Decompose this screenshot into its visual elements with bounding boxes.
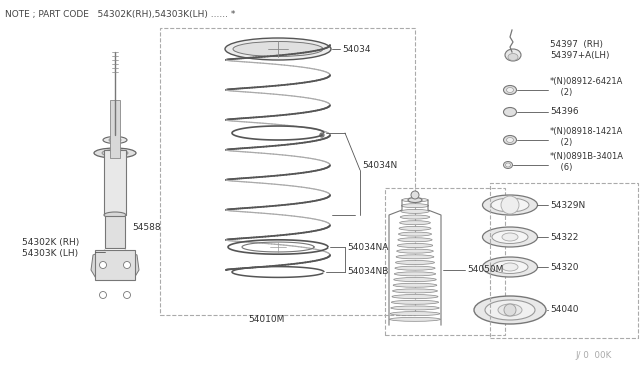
Circle shape (124, 262, 131, 269)
Ellipse shape (483, 257, 538, 277)
Ellipse shape (392, 289, 438, 293)
Text: 54322: 54322 (550, 232, 579, 241)
Text: 54050M: 54050M (467, 266, 504, 275)
Ellipse shape (396, 255, 434, 259)
Ellipse shape (395, 266, 435, 270)
Text: 54010M: 54010M (248, 315, 284, 324)
Text: 54302K (RH)
54303K (LH): 54302K (RH) 54303K (LH) (22, 238, 79, 258)
Bar (160, 28, 415, 315)
Ellipse shape (109, 138, 121, 142)
Ellipse shape (103, 137, 127, 144)
Ellipse shape (401, 209, 429, 214)
Ellipse shape (102, 150, 128, 157)
Text: 54034NA: 54034NA (347, 243, 388, 251)
Text: 54040: 54040 (550, 305, 579, 314)
Ellipse shape (492, 231, 528, 244)
Text: *(N)0891B-3401A
    (6): *(N)0891B-3401A (6) (550, 152, 624, 172)
Circle shape (501, 196, 519, 214)
Circle shape (411, 191, 419, 199)
Ellipse shape (94, 148, 136, 158)
Ellipse shape (474, 296, 546, 324)
Ellipse shape (491, 198, 529, 212)
Ellipse shape (391, 306, 439, 310)
Ellipse shape (498, 304, 522, 316)
Ellipse shape (399, 227, 431, 230)
Circle shape (124, 292, 131, 298)
Text: *(N)08918-1421A
    (2): *(N)08918-1421A (2) (550, 127, 623, 147)
Ellipse shape (508, 54, 518, 61)
Bar (110, 100, 120, 158)
Ellipse shape (485, 300, 535, 320)
Text: NOTE ; PART CODE   54302K(RH),54303K(LH) ...... *: NOTE ; PART CODE 54302K(RH),54303K(LH) .… (5, 10, 236, 19)
Text: 54397  (RH)
54397+A(LH): 54397 (RH) 54397+A(LH) (550, 40, 609, 60)
Text: 54329N: 54329N (550, 201, 585, 209)
Ellipse shape (225, 38, 331, 60)
Circle shape (99, 292, 106, 298)
Bar (490, 183, 638, 338)
Ellipse shape (400, 215, 430, 219)
Text: J/ 0  00K: J/ 0 00K (575, 352, 611, 360)
Ellipse shape (399, 232, 431, 236)
Ellipse shape (502, 233, 518, 241)
Ellipse shape (506, 87, 513, 93)
Ellipse shape (394, 272, 436, 276)
Ellipse shape (393, 283, 437, 287)
Ellipse shape (408, 198, 422, 202)
Text: 54588: 54588 (132, 224, 161, 232)
Ellipse shape (506, 163, 511, 167)
Ellipse shape (390, 312, 440, 315)
Ellipse shape (401, 204, 429, 208)
Ellipse shape (504, 135, 516, 144)
Bar (385, 188, 505, 335)
Ellipse shape (396, 260, 435, 264)
Ellipse shape (483, 227, 538, 247)
Circle shape (504, 304, 516, 316)
Ellipse shape (394, 278, 436, 282)
Text: 54396: 54396 (550, 108, 579, 116)
Text: 54034: 54034 (342, 45, 371, 54)
Ellipse shape (104, 212, 126, 218)
Text: 54034N: 54034N (362, 160, 397, 170)
Polygon shape (125, 250, 139, 280)
Circle shape (320, 133, 324, 137)
Ellipse shape (506, 138, 513, 142)
Ellipse shape (397, 243, 433, 247)
Ellipse shape (233, 42, 323, 57)
Ellipse shape (502, 263, 518, 271)
Text: 54320: 54320 (550, 263, 579, 272)
Ellipse shape (392, 300, 438, 304)
Ellipse shape (504, 86, 516, 94)
Ellipse shape (399, 221, 430, 225)
Circle shape (99, 262, 106, 269)
Ellipse shape (504, 108, 516, 116)
Text: *(N)08912-6421A
    (2): *(N)08912-6421A (2) (550, 77, 623, 97)
Ellipse shape (392, 295, 438, 299)
Bar (105, 216, 125, 248)
Bar (104, 150, 126, 215)
Ellipse shape (390, 317, 440, 321)
Text: 54034NB: 54034NB (347, 267, 388, 276)
Bar (95, 250, 135, 280)
Ellipse shape (483, 195, 538, 215)
Ellipse shape (402, 198, 428, 202)
Ellipse shape (505, 49, 521, 61)
Polygon shape (91, 250, 105, 280)
Ellipse shape (504, 161, 513, 169)
Ellipse shape (397, 249, 433, 253)
Ellipse shape (398, 238, 432, 242)
Ellipse shape (492, 260, 528, 273)
